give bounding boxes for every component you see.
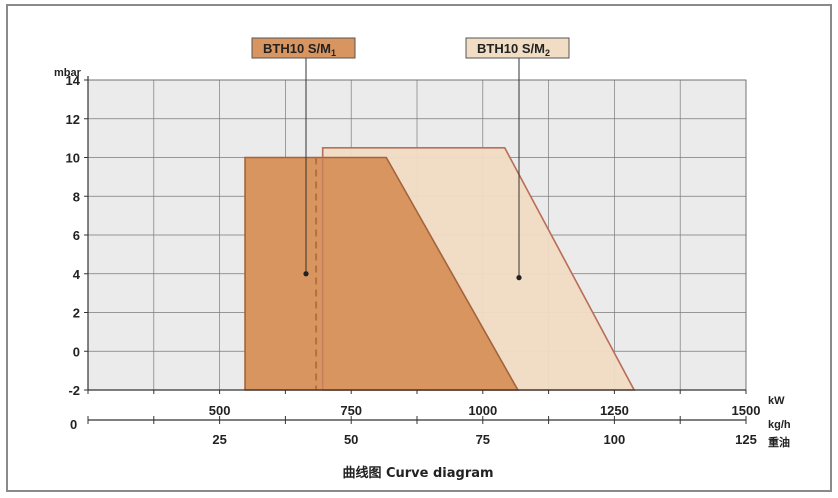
envelopes [244, 147, 636, 391]
legend-dot [303, 271, 309, 277]
legend-label: BTH10 S/M1 [263, 41, 336, 58]
legend-dot [516, 275, 522, 281]
legend: BTH10 S/M1 BTH10 S/M2 [251, 37, 570, 281]
x-tick-label-kw: 1000 [468, 403, 497, 418]
x-tick-label-kgh: 75 [476, 432, 490, 447]
y-tick-label: 14 [66, 73, 81, 88]
x-tick-label-kgh: 125 [735, 432, 757, 447]
legend-label: BTH10 S/M2 [477, 41, 550, 58]
kgh-origin-label: 0 [70, 417, 77, 432]
x-tick-label-kw: 500 [209, 403, 231, 418]
x-tick-label-kw: 750 [340, 403, 362, 418]
axes [84, 76, 747, 424]
y-tick-label: 2 [73, 306, 80, 321]
x-tick-label-kw: 1500 [732, 403, 761, 418]
y-tick-label: 10 [66, 151, 80, 166]
y-tick-label: 0 [73, 344, 80, 359]
x-tick-label-kgh: 25 [212, 432, 226, 447]
envelope-m2-outline [321, 147, 635, 391]
legend-label-box [465, 37, 570, 59]
y-tick-label: -2 [68, 383, 80, 398]
x-tick-label-kw: 1250 [600, 403, 629, 418]
x-axis-unit-kw: kW [768, 395, 785, 407]
chart-title: 曲线图 Curve diagram [342, 465, 493, 481]
legend-label-subscript: 2 [545, 48, 550, 58]
x-axis-unit-kgh: kg/h [768, 419, 791, 431]
legend-label-subscript: 1 [331, 48, 336, 58]
y-tick-label: 4 [73, 267, 81, 282]
y-tick-label: 6 [73, 228, 80, 243]
y-axis-unit: mbar [54, 67, 82, 79]
x-tick-label-kgh: 50 [344, 432, 358, 447]
x-tick-label-kgh: 100 [604, 432, 626, 447]
y-tick-label: 12 [66, 112, 80, 127]
x-axis-unit-fuel: 重油 [768, 435, 790, 449]
legend-label-box [251, 37, 356, 59]
y-tick-label: 8 [73, 189, 80, 204]
